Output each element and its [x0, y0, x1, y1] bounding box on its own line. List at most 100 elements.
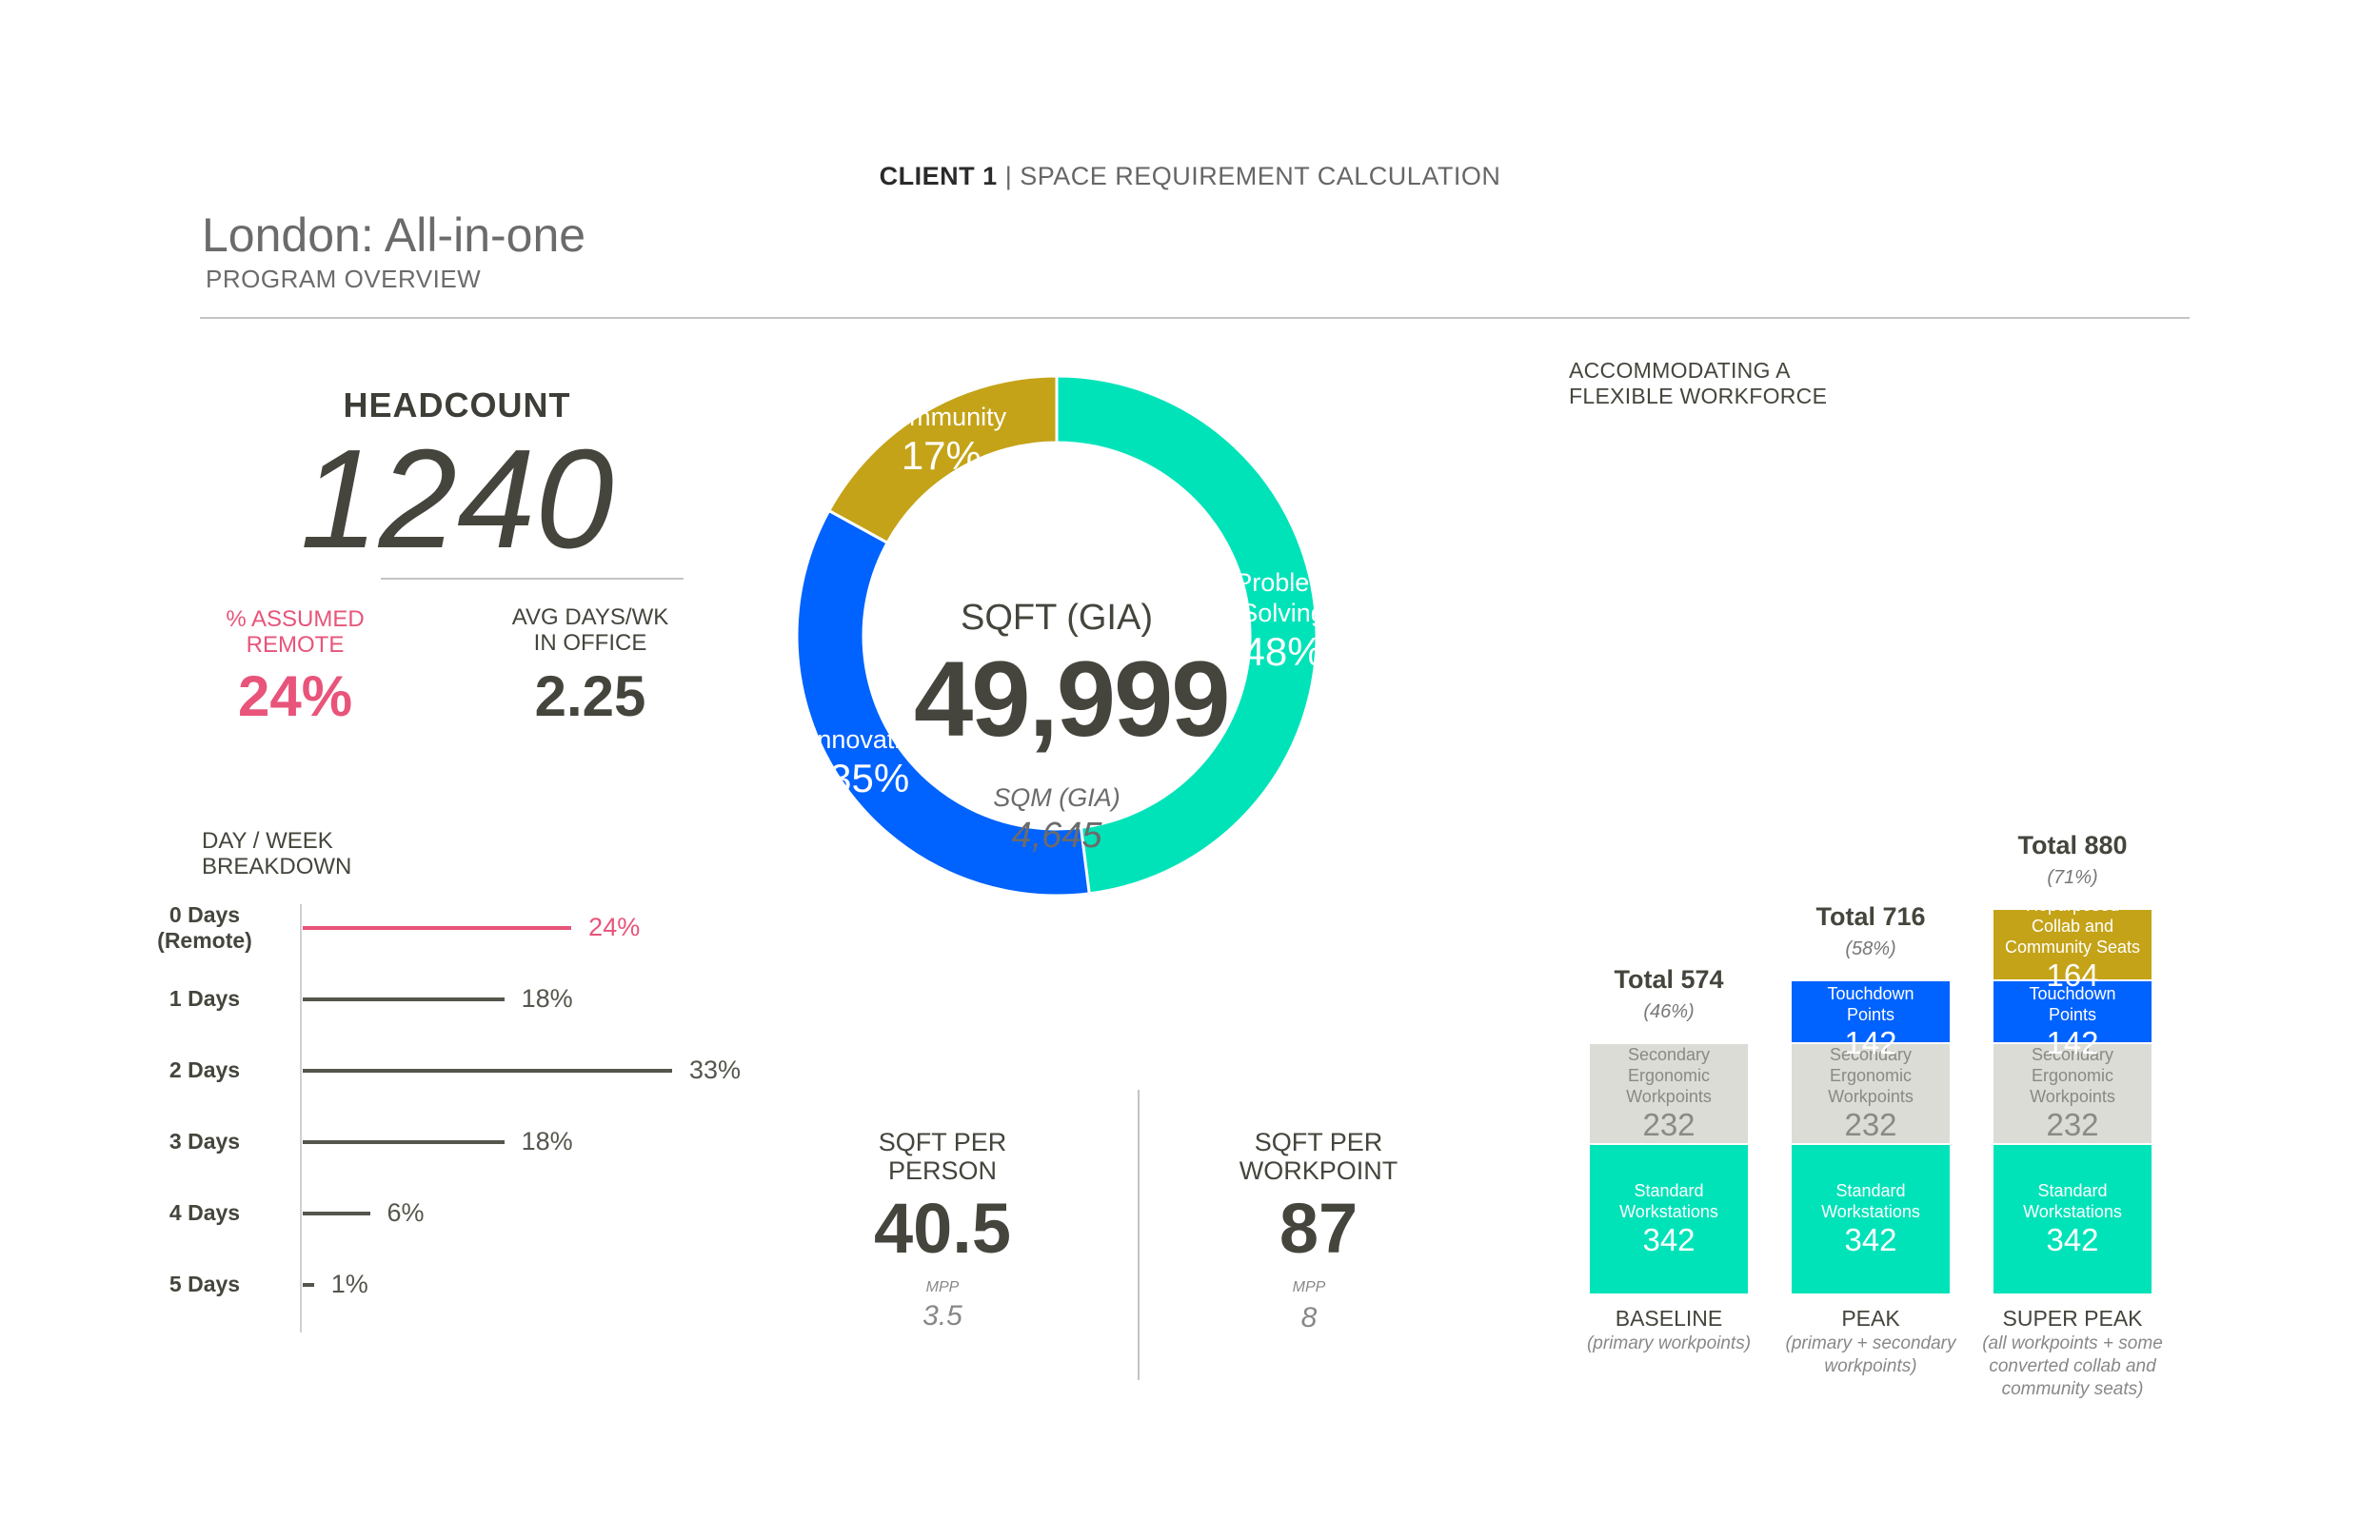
day-row-label-line1: 1 Days [169, 986, 241, 1011]
donut-center-label: SQFT (GIA) [961, 598, 1153, 638]
donut-sqm-label: SQM (GIA) [993, 783, 1121, 812]
stack-segment-label: Community Seats [2004, 938, 2141, 958]
day-row-label-line2: (Remote) [157, 928, 252, 953]
stack-segment: Secondary Ergonomic Workpoints 232 [1993, 1043, 2152, 1144]
day-row-label: 3 Days [124, 1129, 286, 1155]
stack-segment-text: Secondary Ergonomic Workpoints 232 [1792, 1044, 1950, 1143]
day-row-label: 2 Days [124, 1057, 286, 1083]
day-week-title-line2: BREAKDOWN [202, 854, 352, 879]
stack-total-pct: (58%) [1845, 938, 1896, 960]
day-row-label-line1: 2 Days [169, 1057, 241, 1082]
stack-segment-label: Standard [1835, 1181, 1906, 1201]
day-row-label-line1: 3 Days [169, 1129, 241, 1154]
stack-segment-value: 342 [2046, 1222, 2099, 1258]
donut-sqm-value: 4,645 [1011, 816, 1102, 856]
sqft-per-workpoint-value: 87 [1279, 1189, 1359, 1268]
day-bar [303, 926, 572, 930]
donut-slice-name: Community [876, 403, 1007, 432]
day-bar [303, 1140, 505, 1144]
stack-segment-value: 232 [2046, 1107, 2099, 1143]
donut-slice-value: 17% [901, 433, 982, 479]
stack-segment: Repurposed Collab and Community Seats 164 [1993, 896, 2152, 993]
stack-segment-text: Secondary Ergonomic Workpoints 232 [1993, 1044, 2152, 1143]
stack-column-desc-line: converted collab and [1989, 1356, 2156, 1376]
stack-segment-label: Workpoints [2030, 1087, 2115, 1107]
headcount-label: HEADCOUNT [343, 385, 571, 424]
report-header: CLIENT 1 | SPACE REQUIREMENT CALCULATION [0, 162, 2380, 191]
flex-workforce-title-line2: FLEXIBLE WORKFORCE [1569, 384, 1828, 408]
stack-segment-label: Informal [1839, 962, 1902, 982]
avg-days-label-line2: IN OFFICE [533, 630, 647, 656]
stack-segment-label: Ergonomic [1829, 1066, 1913, 1086]
donut-slice-label: Problem Solving 48% [1198, 567, 1369, 676]
headcount-divider [381, 578, 684, 580]
stack-segment: Secondary Ergonomic Workpoints 232 [1590, 1043, 1748, 1144]
stack-segment-value: 164 [2046, 958, 2099, 994]
remote-label: % ASSUMED REMOTE [190, 606, 400, 658]
stack-segment-label: Workpoints [1828, 1087, 1914, 1107]
stack-segment: Standard Workstations 342 [1993, 1145, 2152, 1293]
donut-slice-label: Innovation 35% [783, 724, 955, 802]
sqft-per-workpoint-label: SQFT PER WORKPOINT [1195, 1128, 1442, 1185]
day-bar-value: 18% [521, 984, 573, 1013]
client-name: CLIENT 1 [879, 162, 998, 190]
stack-segment-label: Ergonomic [2031, 1066, 2114, 1086]
sqft-per-person-label-line2: PERSON [887, 1156, 998, 1185]
stack-segment-label: Ergonomic [1627, 1066, 1711, 1086]
avg-days-label: AVG DAYS/WK IN OFFICE [486, 604, 695, 656]
day-row-label: 0 Days (Remote) [124, 902, 286, 954]
mpp-workpoint-label: MPP [1292, 1279, 1326, 1295]
stack-segment-text: Secondary Ergonomic Workpoints 232 [1590, 1044, 1748, 1143]
avg-days-value: 2.25 [534, 664, 646, 728]
stack-segment-label: Points [2048, 1004, 2097, 1024]
donut-slice [826, 374, 1059, 545]
day-bar-value: 1% [330, 1270, 368, 1298]
stack-column-desc: (primary + secondary workpoints) [1756, 1333, 1985, 1378]
stack-column-desc-line: (primary workpoints) [1586, 1333, 1752, 1353]
remote-label-line1: % ASSUMED [226, 606, 365, 632]
donut-slice-name: Problem [1235, 568, 1331, 598]
stack-segment-label: Standard [2037, 1181, 2108, 1201]
day-row-label-line1: 5 Days [169, 1272, 241, 1296]
donut-slice-name: Innovation [809, 724, 929, 754]
sqft-per-person-value: 40.5 [873, 1189, 1012, 1268]
headcount-value: 1240 [300, 421, 614, 578]
stack-total-label: Total 880 [2017, 830, 2128, 859]
donut-slice-value: 48% [1242, 629, 1323, 675]
donut-slice [1055, 374, 1319, 896]
donut-slice [795, 508, 1091, 898]
stack-segment-label: Workstations [2023, 1202, 2122, 1222]
stack-segment-label: Standard [1634, 1181, 1704, 1201]
stack-segment-value: 342 [1642, 1222, 1696, 1258]
stack-column-desc-line: community seats) [2001, 1379, 2144, 1399]
mpp-workpoint-value: 8 [1300, 1302, 1318, 1333]
stack-segment-label: Points [1846, 1004, 1895, 1024]
stack-segment-text: Standard Workstations 342 [1993, 1180, 2152, 1258]
day-week-title: DAY / WEEK BREAKDOWN [202, 828, 351, 879]
sqft-per-workpoint-label-line2: WORKPOINT [1239, 1156, 1398, 1185]
stack-segment: Standard Workstations 342 [1792, 1145, 1950, 1293]
day-week-axis [300, 904, 302, 1333]
sqft-per-workpoint-label-line1: SQFT PER [1254, 1128, 1383, 1156]
stack-segment-label: Secondary [2031, 1045, 2114, 1065]
stack-segment-label: Touchdown [1827, 983, 1914, 1003]
stack-segment-label: Workstations [1619, 1202, 1718, 1222]
page-title: London: All-in-one [202, 208, 586, 262]
day-bar [303, 1283, 314, 1287]
stack-segment-value: 142 [1844, 1024, 1897, 1060]
stack-segment-value: 342 [1844, 1222, 1897, 1258]
donut-svg [795, 374, 1319, 898]
stack-column-name: PEAK [1841, 1306, 1900, 1331]
donut-slice-value: 35% [829, 755, 910, 800]
day-row-label: 4 Days [124, 1200, 286, 1226]
mpp-person-label: MPP [925, 1279, 960, 1295]
donut-slice-name-line2: Solving [1240, 599, 1325, 628]
avg-days-label-line1: AVG DAYS/WK [511, 604, 669, 630]
header-separator: | [1004, 162, 1013, 190]
header-divider [200, 317, 2190, 319]
donut-slice-label: Community 17% [856, 402, 1027, 480]
stack-segment-value: 142 [2046, 1024, 2099, 1060]
report-title: SPACE REQUIREMENT CALCULATION [1020, 162, 1501, 190]
